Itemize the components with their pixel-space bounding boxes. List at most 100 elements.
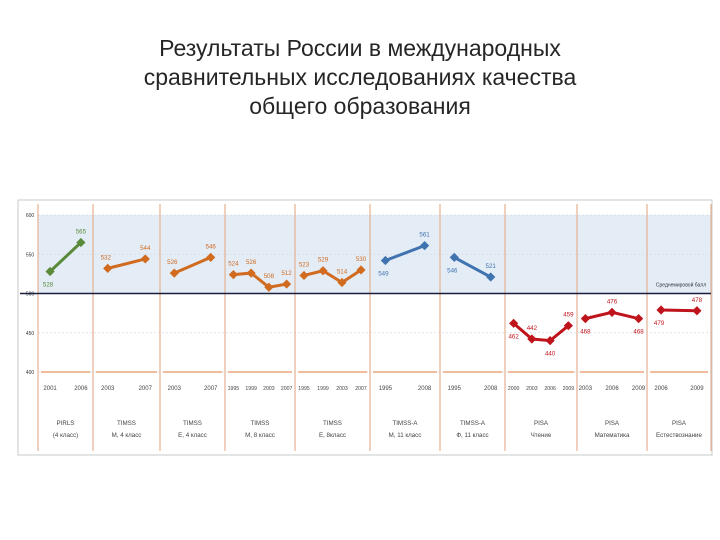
data-point: [246, 268, 256, 278]
x-tick-label: 1999: [245, 386, 257, 392]
panel-label: TIMSS-A: [392, 420, 418, 427]
x-tick-label: 1999: [317, 386, 329, 392]
x-tick-label: 2001: [43, 386, 57, 392]
data-label: 459: [563, 312, 574, 319]
series-line: [512, 322, 570, 343]
x-tick-label: 2008: [418, 386, 432, 392]
series-line: [453, 256, 492, 279]
panel-label: PISA: [605, 420, 620, 427]
data-point: [634, 314, 644, 324]
data-point: [337, 277, 347, 288]
data-point: [509, 318, 519, 328]
data-label: 523: [299, 261, 310, 268]
y-tick-label: 500: [26, 292, 35, 298]
x-tick-label: 2009: [563, 386, 575, 392]
data-point: [318, 266, 328, 276]
x-tick-label: 2007: [204, 386, 218, 392]
panel-label: TIMSS: [183, 420, 202, 427]
series-line: [661, 308, 697, 313]
panel-label: PISA: [672, 420, 687, 427]
y-tick-label: 600: [26, 213, 35, 219]
data-label: 468: [633, 329, 644, 336]
panel-label: TIMSS: [117, 420, 136, 427]
data-point: [420, 241, 430, 251]
data-label: 521: [486, 263, 497, 270]
title-line-2: сравнительных исследованиях качества: [143, 64, 577, 90]
data-point: [206, 252, 216, 262]
panel-label: PISA: [534, 420, 549, 427]
x-tick-label: 1995: [298, 386, 310, 392]
data-label: 546: [447, 267, 458, 274]
data-point: [299, 270, 309, 281]
data-label: 528: [43, 282, 54, 289]
data-point: [607, 307, 617, 317]
data-point: [486, 272, 496, 282]
data-label: 468: [580, 329, 591, 336]
data-point: [563, 321, 573, 331]
data-point: [45, 266, 55, 277]
data-label: 512: [281, 270, 292, 277]
panel-label: М, 11 класс: [389, 432, 422, 439]
x-tick-label: 1995: [228, 386, 240, 392]
data-label: 526: [167, 259, 178, 266]
x-tick-label: 2003: [336, 386, 348, 392]
x-tick-label: 1995: [379, 386, 393, 392]
data-label: 530: [356, 256, 367, 263]
y-tick-label: 400: [26, 370, 35, 376]
data-label: 529: [318, 257, 329, 264]
data-point: [103, 263, 113, 273]
data-label: 462: [508, 333, 519, 340]
data-label: 478: [692, 297, 703, 304]
x-tick-label: 2008: [484, 386, 498, 392]
x-tick-label: 2006: [654, 386, 668, 392]
panel-label: Чтение: [531, 432, 552, 439]
data-point: [76, 237, 86, 248]
x-tick-label: 2006: [544, 386, 556, 392]
data-label: 544: [140, 245, 151, 252]
title-line-1: Результаты России в международных: [159, 35, 561, 61]
x-tick-label: 2006: [74, 386, 88, 392]
series-line: [303, 268, 362, 285]
x-tick-label: 2006: [605, 386, 619, 392]
data-label: 440: [545, 351, 556, 358]
data-point: [356, 265, 366, 275]
data-point: [264, 282, 274, 292]
data-point: [692, 306, 702, 316]
panel-label: (4 класс): [53, 432, 78, 439]
data-label: 514: [337, 269, 348, 276]
data-label: 508: [264, 273, 275, 280]
x-tick-label: 2003: [168, 386, 182, 392]
data-point: [282, 279, 292, 289]
data-point: [449, 252, 459, 262]
data-point: [527, 334, 537, 344]
data-label: 524: [228, 261, 239, 268]
data-label: 476: [607, 298, 618, 305]
panel-label: Е, 4 класс: [178, 432, 207, 439]
data-point: [140, 254, 150, 264]
x-tick-label: 2007: [281, 386, 293, 392]
x-tick-label: 2007: [139, 386, 153, 392]
x-tick-label: 2000: [508, 386, 520, 392]
data-label: 479: [654, 320, 665, 327]
y-tick-label: 550: [26, 252, 35, 258]
panel-label: PIRLS: [57, 420, 75, 427]
panel-label: Е, 8класс: [319, 432, 346, 439]
panel-label: TIMSS-A: [460, 420, 486, 427]
panel-label: М, 8 класс: [245, 432, 275, 439]
panel-label: М, 4 класс: [112, 432, 142, 439]
data-label: 532: [101, 254, 112, 261]
data-point: [545, 336, 555, 346]
title-line-3: общего образования: [249, 93, 471, 119]
series-line: [173, 256, 212, 275]
data-point: [228, 270, 238, 280]
panel-label: Ф, 11 класс: [456, 432, 488, 439]
series-line: [49, 241, 82, 273]
reference-line-label: Среднемировой балл: [656, 282, 706, 289]
data-label: 565: [76, 228, 87, 235]
panel-label: Математика: [595, 432, 630, 439]
x-tick-label: 2009: [632, 386, 646, 392]
panel-label: TIMSS: [323, 420, 342, 427]
x-tick-label: 2003: [526, 386, 538, 392]
x-tick-label: 2003: [101, 386, 115, 392]
